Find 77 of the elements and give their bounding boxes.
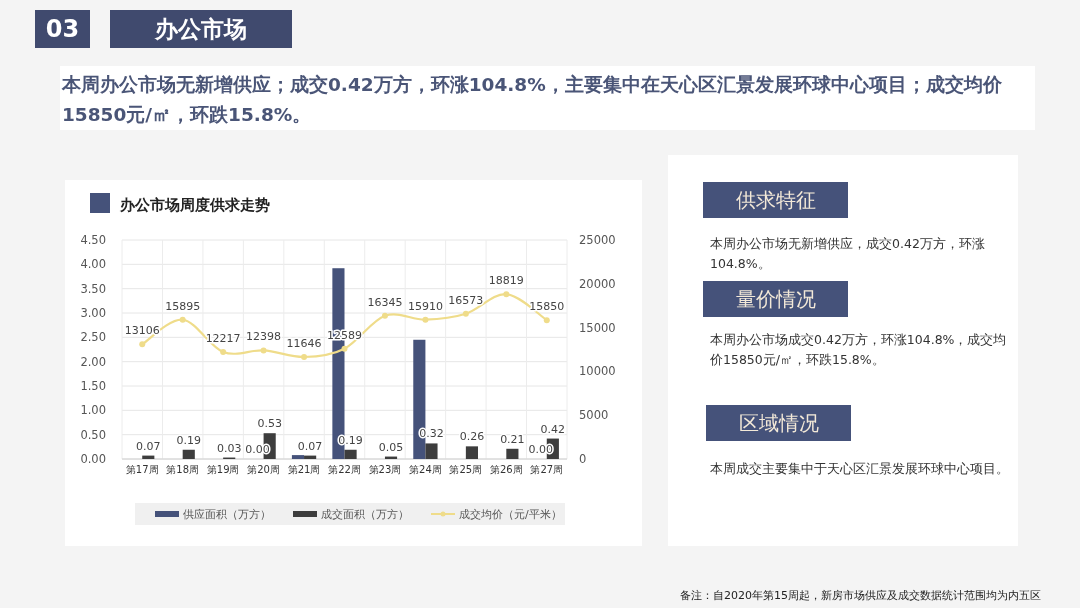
y-tick-label: 4.50 [80,233,106,247]
text: 本周办公市场成交0.42万方，环涨104.8%，成交均价15850元/㎡，环跌15.8%。 [710,331,1008,369]
data-label: 0.53 [257,417,282,431]
data-label: 18819 [488,274,524,288]
x-tick-label: 第19周 [206,464,240,475]
x-tick-label: 第25周 [449,464,483,475]
data-label: 0.05 [378,440,404,454]
text: 供求特征 [703,182,848,218]
point [341,345,348,352]
data-label: 11646 [286,336,322,350]
data-label: 0.07 [297,439,323,453]
y-tick-label: 2.50 [80,330,106,345]
point [139,341,146,348]
x-tick-label: 第22周 [328,464,361,475]
text: 备注：自2020年第15周起，新房市场供应及成交数据统计范围均为内五区 [680,589,1042,603]
text: 03 [35,10,90,48]
y-tick-label: 0.00 [80,452,106,466]
x-tick-label: 第21周 [287,464,321,475]
bar [344,449,357,459]
x-tick-label: 第27周 [530,464,564,475]
bar [506,448,519,459]
y2-tick-label: 20000 [579,276,616,291]
text: 本周成交主要集中于天心区汇景发展环球中心项目。 [710,460,1010,478]
y-tick-label: 1.50 [80,379,106,393]
text: 办公市场 [110,10,292,48]
point [179,316,186,323]
y-tick-label: 2.00 [80,354,106,369]
y2-tick-label: 0 [579,452,587,466]
bar [291,455,305,459]
y-tick-label: 3.00 [80,306,106,320]
text: 本周办公市场无新增供应；成交0.42万方，环涨104.8%，主要集中在天心区汇景发展环球中心项目；成交均价15850元/㎡，环跌15.8%。 [62,73,1003,127]
point [543,317,550,324]
data-label: 15910 [407,299,443,313]
text: 量价情况 [703,281,848,317]
data-label: 15895 [165,299,201,313]
data-label: 15850 [529,300,565,314]
data-label: 16573 [448,293,484,307]
y-tick-label: 4.00 [80,257,106,272]
y-tick-label: 3.50 [80,281,106,296]
y-tick-label: 0.50 [80,427,106,442]
point [260,347,267,354]
point [422,316,429,323]
x-tick-label: 第24周 [409,464,442,475]
text: 本周办公市场无新增供应，成交0.42万方，环涨104.8%。 [710,235,986,273]
y2-tick-label: 5000 [579,408,609,423]
data-label: 12217 [205,331,241,345]
x-tick-label: 第26周 [489,464,523,475]
y2-tick-label: 15000 [579,320,616,335]
text: 区域情况 [706,405,851,441]
data-label: 0.26 [459,430,485,444]
point [301,353,308,360]
point [220,348,227,355]
bar [182,449,195,459]
data-label: 0.19 [176,433,201,447]
data-label: 0.42 [540,422,566,436]
point [462,310,469,317]
data-label: 13106 [124,324,160,338]
chart-title: 办公市场周度供求走势 [120,196,270,215]
data-label: 0.07 [136,439,161,453]
x-tick-label: 第23周 [368,464,402,475]
y2-tick-label: 25000 [579,233,616,247]
x-tick-label: 第20周 [247,464,280,475]
bar [465,446,478,459]
legend-label: 供应面积（万方） [183,508,271,521]
data-label: 12398 [246,330,282,344]
x-tick-label: 第17周 [125,464,159,475]
point [381,312,388,319]
x-tick-label: 第18周 [166,464,200,475]
point [503,291,510,298]
data-label: 0.21 [500,432,525,446]
data-label: 16345 [367,295,403,309]
y-tick-label: 1.00 [80,403,106,418]
bar [425,443,438,459]
legend-label: 成交面积（万方） [321,508,409,521]
y2-tick-label: 10000 [579,364,616,379]
data-label: 0.03 [216,441,242,455]
legend-label: 成交均价（元/平米） [459,508,562,521]
